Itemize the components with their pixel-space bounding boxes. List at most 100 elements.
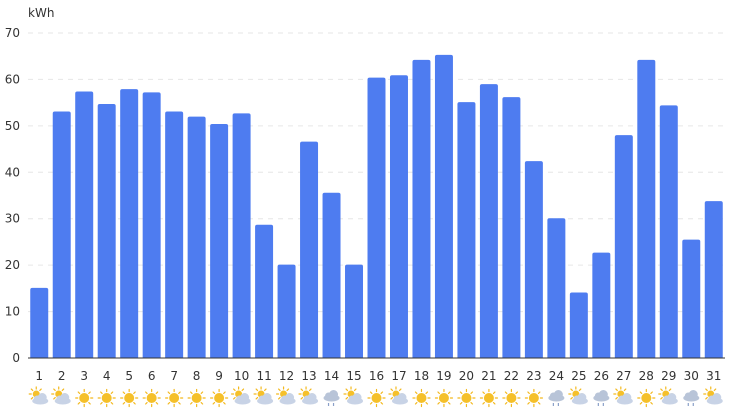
bar-15[interactable] [345,264,364,358]
y-tick-label: 30 [5,212,20,226]
y-tick-label: 0 [12,351,20,365]
partly-cloudy-icon [230,386,251,405]
bar-9[interactable] [210,124,229,358]
x-tick-label: 27 [616,369,631,383]
x-tick-label: 25 [571,369,586,383]
y-tick-label: 20 [5,258,20,272]
bars [30,54,723,359]
bar-22[interactable] [502,97,521,359]
partly-cloudy-icon [703,386,723,405]
x-tick-label: 8 [193,369,201,383]
sunny-icon [479,388,499,408]
partly-cloudy-icon [28,386,49,405]
x-tick-label: 22 [504,369,519,383]
y-tick-label: 50 [5,119,20,133]
bar-29[interactable] [659,105,678,358]
bar-31[interactable] [704,201,723,358]
bar-26[interactable] [592,252,611,358]
x-tick-label: 2 [58,369,66,383]
bar-18[interactable] [412,59,431,359]
partly-cloudy-icon [51,386,71,405]
y-axis-label: kWh [28,6,54,20]
bar-21[interactable] [479,84,498,359]
partly-cloudy-icon [253,386,274,405]
bar-7[interactable] [165,111,184,358]
x-tick-label: 26 [594,369,609,383]
x-tick-label: 10 [234,369,249,383]
bar-27[interactable] [614,135,633,358]
bar-24[interactable] [547,218,566,358]
x-tick-label: 28 [639,369,654,383]
partly-cloudy-icon [613,386,633,405]
x-tick-label: 7 [170,369,178,383]
bar-28[interactable] [637,59,656,359]
bar-23[interactable] [524,161,543,358]
bar-8[interactable] [187,116,206,358]
x-tick-label: 19 [436,369,451,383]
sunny-icon [165,388,184,408]
y-axis-ticks: 0 10 20 30 40 50 60 70 [5,26,20,365]
sunny-icon [142,388,161,408]
y-tick-label: 70 [5,26,20,40]
sunny-icon [637,388,656,408]
partly-cloudy-icon [298,386,319,405]
x-tick-label: 29 [661,369,676,383]
sunny-icon [457,388,476,408]
x-tick-label: 24 [549,369,564,383]
x-tick-label: 17 [391,369,406,383]
sunny-icon [412,388,431,408]
bar-1[interactable] [30,287,49,358]
x-axis-ticks: 1 2 3 4 5 6 7 8 9 10 11 12 13 14 15 16 17 18 19 20 21 22 23 24 2… [35,369,721,383]
bar-14[interactable] [322,192,341,358]
x-tick-label: 20 [459,369,474,383]
sunny-icon [120,388,139,408]
bar-3[interactable] [75,91,94,359]
sunny-icon [502,388,521,408]
y-tick-label: 60 [5,72,20,86]
sunny-icon [524,388,543,408]
sunny-icon [210,388,229,408]
x-tick-label: 23 [526,369,541,383]
x-tick-label: 6 [148,369,156,383]
partly-cloudy-icon [275,386,296,405]
partly-cloudy-icon [388,386,408,405]
bar-11[interactable] [255,224,274,358]
x-tick-label: 3 [80,369,88,383]
bar-10[interactable] [232,113,251,358]
bar-5[interactable] [120,89,139,358]
bar-30[interactable] [682,239,701,358]
sunny-icon [434,388,454,408]
x-tick-label: 13 [301,369,316,383]
sunny-icon [367,388,386,408]
rain-icon [683,390,700,406]
x-tick-label: 5 [125,369,133,383]
bar-17[interactable] [389,75,408,358]
rain-icon [593,390,610,406]
y-tick-label: 40 [5,165,20,179]
x-tick-label: 14 [324,369,339,383]
bar-25[interactable] [569,292,588,358]
x-tick-label: 15 [346,369,361,383]
rain-icon [323,390,340,406]
x-tick-label: 12 [279,369,294,383]
bar-13[interactable] [300,141,319,358]
bar-16[interactable] [367,77,386,359]
sunny-icon [75,388,94,408]
x-tick-label: 18 [414,369,429,383]
bar-19[interactable] [434,54,453,358]
bar-2[interactable] [52,111,71,358]
bar-4[interactable] [97,104,116,359]
bar-20[interactable] [457,102,476,358]
x-tick-label: 16 [369,369,384,383]
x-tick-label: 30 [684,369,699,383]
bar-12[interactable] [277,264,296,358]
partly-cloudy-icon [343,386,364,405]
x-tick-label: 4 [103,369,111,383]
x-tick-label: 1 [35,369,43,383]
bar-6[interactable] [142,92,161,358]
sunny-icon [97,388,116,408]
x-tick-label: 31 [706,369,721,383]
rain-icon [548,390,565,406]
y-tick-label: 10 [5,305,20,319]
